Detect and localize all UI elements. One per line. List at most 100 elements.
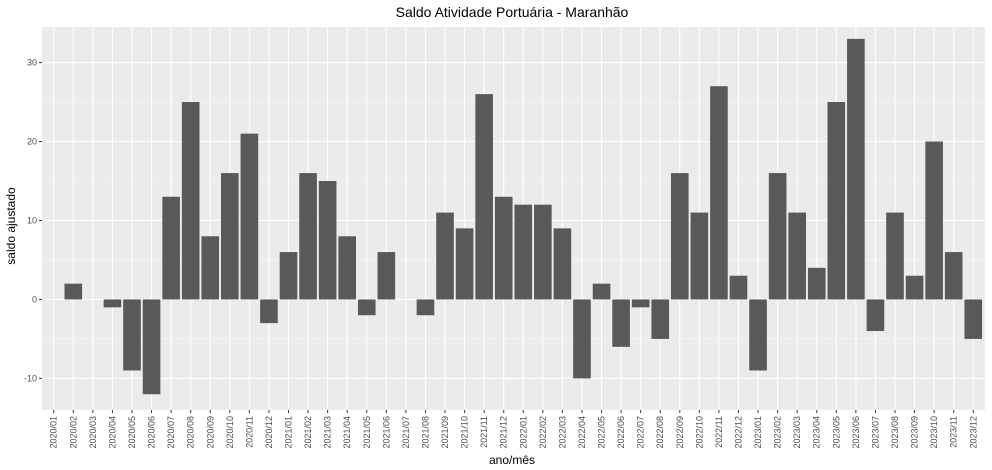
x-tick-label: 2023/10: [929, 416, 939, 449]
x-tick-label: 2020/01: [49, 416, 59, 449]
bar: [886, 212, 904, 300]
x-tick-label: 2023/02: [773, 416, 783, 449]
y-axis-title: saldo ajustado: [4, 187, 18, 265]
bars: [64, 38, 983, 395]
bar: [925, 141, 943, 300]
bar: [788, 212, 806, 300]
bar: [142, 299, 161, 395]
y-tick-label: 20: [27, 137, 37, 147]
x-tick-label: 2023/09: [910, 416, 920, 449]
x-tick-label: 2023/08: [890, 416, 900, 449]
x-tick-label: 2021/04: [342, 416, 352, 449]
x-tick-label: 2022/12: [733, 416, 743, 449]
x-tick-label: 2023/03: [792, 416, 802, 449]
x-tick-label: 2020/07: [166, 416, 176, 449]
bar: [749, 299, 767, 371]
bar: [827, 102, 846, 300]
x-tick-label: 2022/03: [557, 416, 567, 449]
x-tick-label: 2023/12: [968, 416, 978, 449]
bar: [573, 299, 591, 379]
bar: [279, 252, 298, 300]
bar: [103, 299, 122, 308]
bar: [631, 299, 650, 308]
bar: [729, 275, 748, 300]
x-axis: 2020/01 2020/02 2020/03 2020/04 2020/05 2020/…: [49, 410, 978, 449]
bar: [690, 212, 709, 300]
bar: [475, 94, 493, 300]
x-tick-label: 2022/04: [577, 416, 587, 449]
bar: [534, 204, 552, 300]
bar: [651, 299, 670, 339]
x-tick-label: 2020/03: [88, 416, 98, 449]
y-axis: -10 0 10 20 30: [24, 58, 42, 383]
x-tick-label: 2021/07: [401, 416, 411, 449]
x-tick-label: 2021/09: [440, 416, 450, 449]
x-tick-label: 2022/07: [636, 416, 646, 449]
bar: [240, 133, 259, 300]
x-tick-label: 2021/06: [381, 416, 391, 449]
x-tick-label: 2022/01: [518, 416, 528, 449]
x-tick-label: 2023/11: [949, 416, 959, 448]
bar: [416, 299, 435, 316]
bar: [553, 228, 572, 300]
bar: [318, 180, 337, 300]
x-tick-label: 2021/01: [284, 416, 294, 449]
x-tick-label: 2020/02: [68, 416, 78, 449]
bar: [436, 212, 454, 300]
bar: [768, 173, 787, 300]
bar: [866, 299, 885, 332]
bar: [260, 299, 278, 324]
x-tick-label: 2020/09: [205, 416, 215, 449]
bar: [592, 283, 611, 300]
x-tick-label: 2021/05: [362, 416, 372, 449]
bar: [221, 173, 239, 300]
bar: [377, 252, 396, 300]
bar: [338, 236, 357, 300]
x-tick-label: 2022/05: [597, 416, 607, 449]
bar: [807, 267, 826, 300]
x-tick-label: 2021/03: [323, 416, 333, 449]
y-tick-label: 30: [27, 58, 37, 68]
bar: [670, 173, 689, 300]
x-tick-label: 2021/02: [303, 416, 313, 449]
bar: [710, 86, 728, 300]
x-tick-label: 2021/12: [499, 416, 509, 449]
bar: [357, 299, 376, 316]
chart-title: Saldo Atividade Portuária - Maranhão: [396, 4, 629, 20]
bar: [944, 252, 963, 300]
bar: [181, 102, 200, 300]
x-tick-label: 2020/11: [244, 416, 254, 448]
x-tick-label: 2022/08: [655, 416, 665, 449]
x-tick-label: 2020/08: [186, 416, 196, 449]
x-tick-label: 2020/05: [127, 416, 137, 449]
x-tick-label: 2020/12: [264, 416, 274, 449]
bar: [612, 299, 630, 347]
x-tick-label: 2023/04: [812, 416, 822, 449]
x-tick-label: 2021/10: [460, 416, 470, 449]
x-tick-label: 2023/01: [753, 416, 763, 449]
x-tick-label: 2021/08: [420, 416, 430, 449]
bar: [299, 173, 317, 300]
x-tick-label: 2022/10: [694, 416, 704, 449]
y-tick-label: -10: [24, 373, 37, 383]
x-tick-label: 2021/11: [479, 416, 489, 448]
bar: [514, 204, 533, 300]
x-tick-label: 2022/02: [538, 416, 548, 449]
x-tick-label: 2022/11: [714, 416, 724, 448]
bar: [494, 196, 513, 300]
bar: [201, 236, 220, 300]
bar: [905, 275, 924, 300]
x-tick-label: 2023/05: [831, 416, 841, 449]
y-tick-label: 0: [32, 294, 37, 304]
x-tick-label: 2023/07: [870, 416, 880, 449]
x-tick-label: 2020/06: [147, 416, 157, 449]
x-axis-title: ano/mês: [489, 453, 535, 467]
x-tick-label: 2022/09: [675, 416, 685, 449]
x-tick-label: 2022/06: [616, 416, 626, 449]
bar: [123, 299, 141, 371]
bar: [847, 38, 865, 300]
x-tick-label: 2023/06: [851, 416, 861, 449]
y-tick-label: 10: [27, 215, 37, 225]
bar: [964, 299, 983, 339]
